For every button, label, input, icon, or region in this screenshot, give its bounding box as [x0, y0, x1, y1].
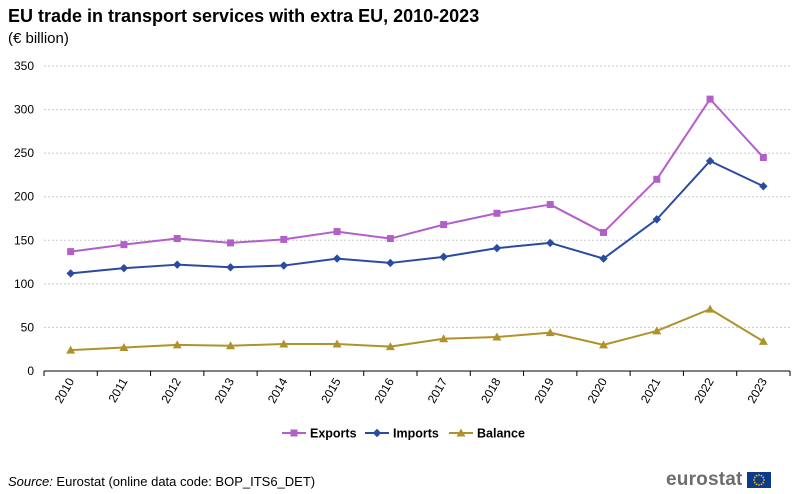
- y-tick-label: 150: [14, 233, 34, 247]
- x-tick-label: 2023: [744, 375, 770, 405]
- data-point-imports: [705, 156, 715, 166]
- data-point-imports: [119, 263, 129, 273]
- legend-item-imports: Imports: [365, 427, 439, 441]
- data-point-exports: [173, 235, 181, 243]
- data-point-imports: [66, 269, 75, 278]
- source-text: Eurostat (online data code: BOP_ITS6_DET…: [52, 474, 316, 489]
- data-point-imports: [332, 254, 342, 263]
- data-point-imports: [759, 182, 768, 191]
- x-tick-label: 2020: [585, 375, 611, 405]
- series-line-balance: [70, 308, 764, 352]
- y-tick-label: 350: [14, 59, 34, 73]
- data-point-imports: [439, 252, 448, 262]
- data-point-imports: [652, 215, 661, 224]
- eu-flag-icon: [746, 472, 771, 488]
- legend-marker: [290, 429, 298, 437]
- data-point-exports: [493, 209, 501, 217]
- data-point-exports: [227, 239, 234, 247]
- x-tick-label: 2017: [425, 375, 451, 405]
- series-line-imports: [70, 159, 764, 275]
- legend-item-exports: Exports: [282, 427, 357, 441]
- data-point-balance: [599, 340, 608, 349]
- x-tick-label: 2016: [371, 375, 397, 405]
- data-point-exports: [440, 221, 448, 229]
- source-label: Source:: [8, 474, 53, 489]
- data-point-balance: [758, 336, 768, 345]
- data-point-balance: [705, 304, 715, 313]
- series-balance: [66, 304, 768, 354]
- data-point-exports: [67, 248, 75, 256]
- x-axis-tick-labels: 2010 2011 2012 2013 2014 2015 2016 2017 2018 2019…: [52, 375, 770, 405]
- data-point-exports: [546, 201, 554, 209]
- x-tick-label: 2014: [265, 375, 291, 405]
- data-point-exports: [706, 95, 714, 103]
- x-tick-label: 2021: [638, 375, 664, 405]
- legend-label: Balance: [477, 427, 525, 441]
- data-point-balance: [332, 339, 342, 348]
- data-point-imports: [492, 243, 502, 253]
- data-point-exports: [600, 228, 607, 236]
- y-tick-label: 0: [27, 364, 34, 378]
- data-point-imports: [226, 263, 235, 272]
- grid-lines: [43, 65, 791, 376]
- data-point-balance: [226, 341, 235, 350]
- legend: Exports Imports Balance: [282, 427, 525, 441]
- y-tick-label: 250: [14, 146, 34, 160]
- data-point-exports: [120, 241, 128, 249]
- data-point-imports: [386, 258, 395, 268]
- data-point-balance: [279, 339, 289, 348]
- data-point-exports: [759, 154, 767, 161]
- data-point-balance: [66, 345, 76, 354]
- x-tick-label: 2012: [158, 375, 184, 405]
- series-exports: [67, 95, 767, 256]
- data-point-balance: [385, 342, 395, 351]
- legend-label: Exports: [310, 427, 357, 441]
- y-tick-label: 50: [21, 320, 35, 334]
- y-axis-tick-labels: 0 50 100 150 200 250 300 350: [14, 59, 34, 378]
- series-imports: [66, 156, 768, 278]
- x-tick-label: 2013: [212, 375, 238, 405]
- y-tick-label: 100: [14, 277, 34, 291]
- legend-item-balance: Balance: [449, 427, 525, 441]
- data-point-imports: [279, 261, 288, 270]
- source-note: Source: Eurostat (online data code: BOP_…: [8, 474, 315, 489]
- data-point-imports: [599, 254, 608, 263]
- x-tick-label: 2019: [531, 375, 557, 405]
- x-tick-label: 2015: [318, 375, 344, 405]
- legend-marker: [372, 428, 382, 438]
- eurostat-logo-text: eurostat: [666, 469, 743, 490]
- eurostat-logo: eurostat: [666, 469, 771, 491]
- data-point-exports: [280, 235, 288, 243]
- chart-subtitle: (€ billion): [8, 30, 69, 47]
- y-tick-label: 300: [14, 103, 34, 117]
- data-point-exports: [653, 175, 661, 183]
- data-point-balance: [172, 340, 182, 349]
- data-point-balance: [492, 332, 502, 341]
- chart-title: EU trade in transport services with extr…: [8, 6, 480, 26]
- data-point-exports: [386, 235, 394, 243]
- data-point-balance: [545, 328, 555, 337]
- y-tick-label: 200: [14, 190, 34, 204]
- x-tick-label: 2010: [52, 375, 78, 405]
- legend-marker: [456, 428, 466, 437]
- series-lines: [66, 95, 768, 354]
- data-point-exports: [333, 228, 341, 236]
- data-point-balance: [439, 334, 449, 343]
- data-point-balance: [652, 326, 662, 335]
- legend-label: Imports: [393, 427, 439, 441]
- data-point-balance: [119, 342, 129, 351]
- x-tick-label: 2018: [478, 375, 504, 405]
- x-tick-label: 2022: [691, 375, 717, 405]
- x-tick-label: 2011: [105, 375, 130, 405]
- data-point-imports: [546, 238, 555, 248]
- series-line-exports: [70, 98, 765, 253]
- data-point-imports: [173, 260, 182, 269]
